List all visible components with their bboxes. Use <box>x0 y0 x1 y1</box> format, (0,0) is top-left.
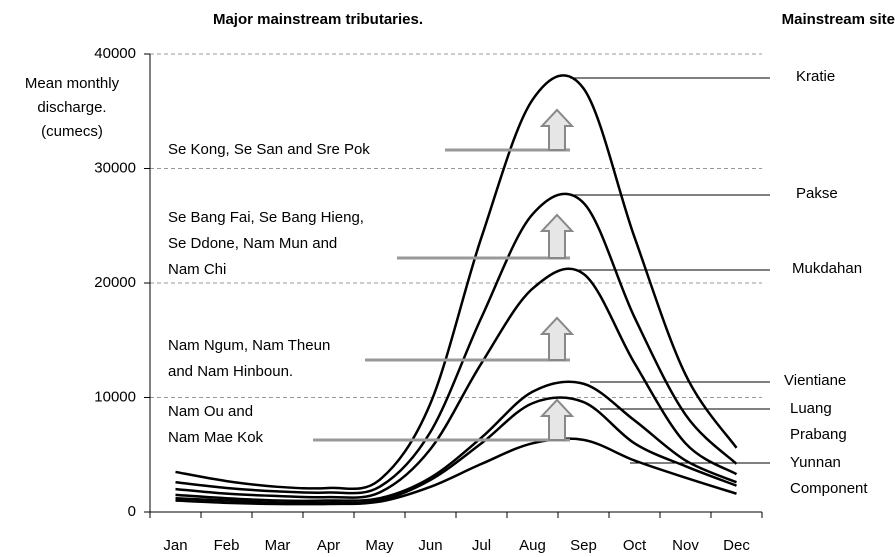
legend-label: Vientiane <box>784 372 847 389</box>
x-tick-label: Dec <box>723 537 750 554</box>
tributary-label: and Nam Hinboun. <box>168 363 293 380</box>
legend-label: Pakse <box>796 185 838 202</box>
y-tick-label: 40000 <box>94 45 136 62</box>
legend-label: Mukdahan <box>792 260 863 277</box>
chart-title: Major mainstream tributaries. <box>213 11 423 28</box>
tributary-label: Nam Chi <box>168 261 226 278</box>
x-tick-label: Sep <box>570 537 597 554</box>
data-line <box>175 396 737 505</box>
y-tick-label: 0 <box>128 503 136 520</box>
tributary-label: Nam Mae Kok <box>168 429 264 446</box>
data-line <box>175 380 737 503</box>
x-tick-label: Feb <box>214 537 240 554</box>
data-line <box>175 437 737 506</box>
up-arrow <box>539 316 575 361</box>
tributary-label: Se Bang Fai, Se Bang Hieng, <box>168 209 364 226</box>
up-arrow <box>539 108 575 151</box>
x-tick-label: Jun <box>418 537 442 554</box>
chart-subtitle: Mainstream site <box>782 11 895 28</box>
x-tick-label: Apr <box>317 537 340 554</box>
x-tick-label: Jul <box>472 537 491 554</box>
y-tick-label: 30000 <box>94 159 136 176</box>
y-tick-label: 10000 <box>94 388 136 405</box>
x-tick-label: Jan <box>163 537 187 554</box>
x-tick-label: Nov <box>672 537 699 554</box>
legend-label: Luang Prabang <box>790 400 847 443</box>
y-tick-label: 20000 <box>94 274 136 291</box>
tributary-label: Se Ddone, Nam Mun and <box>168 235 337 252</box>
y-axis-label: (cumecs) <box>41 123 103 140</box>
x-tick-label: Oct <box>623 537 647 554</box>
tributary-label: Nam Ngum, Nam Theun <box>168 337 330 354</box>
x-tick-label: Aug <box>519 537 546 554</box>
up-arrow <box>539 398 575 441</box>
x-tick-label: Mar <box>265 537 291 554</box>
data-line <box>175 192 738 495</box>
data-line <box>175 74 738 491</box>
data-line <box>175 267 738 499</box>
up-arrow <box>539 213 575 259</box>
legend-label: Kratie <box>796 68 836 85</box>
legend-label: Yunnan Component <box>790 454 868 497</box>
tributary-label: Nam Ou and <box>168 403 253 420</box>
tributary-label: Se Kong, Se San and Sre Pok <box>168 141 370 158</box>
x-tick-label: May <box>365 537 394 554</box>
y-axis-label: discharge. <box>37 99 106 116</box>
y-axis-label: Mean monthly <box>25 75 120 92</box>
